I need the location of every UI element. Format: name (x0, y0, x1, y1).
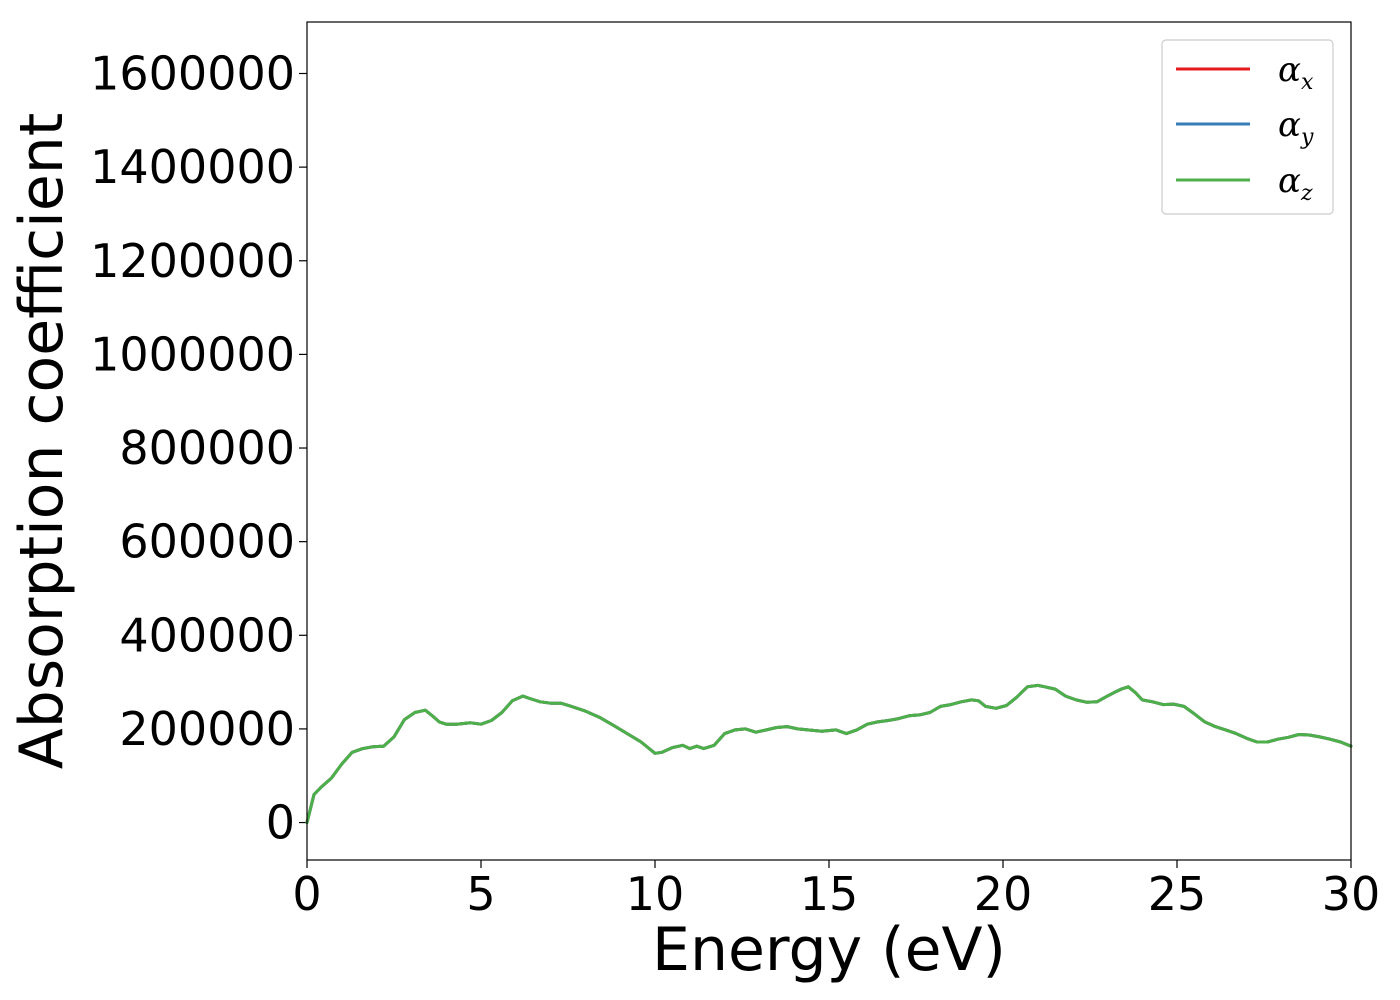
x-tick-label: 20 (974, 867, 1033, 921)
x-axis-ticks: 0 5 10 15 20 25 30 (292, 860, 1380, 921)
x-tick-label: 0 (292, 867, 321, 921)
legend-entry-label: αz (1278, 161, 1313, 206)
plot-frame (306, 21, 1352, 861)
y-tick-label: 200000 (119, 702, 295, 756)
legend: αx αy αz (1161, 39, 1334, 215)
x-tick-label: 15 (800, 867, 859, 921)
y-tick-label: 600000 (119, 515, 295, 569)
legend-box (1161, 39, 1334, 215)
y-tick-label: 0 (266, 796, 295, 850)
legend-entry-label: αy (1278, 105, 1314, 150)
y-tick-label: 1200000 (90, 234, 295, 288)
series-line-3 (305, 683, 1353, 824)
x-tick-label: 5 (466, 867, 495, 921)
y-tick-label: 1000000 (90, 327, 295, 381)
y-axis-ticks: 0 200000 400000 600000 800000 1000000 1200000 1… (90, 46, 307, 850)
y-axis-label: Absorption coefficient (7, 113, 77, 770)
series-lines (305, 683, 1353, 824)
x-axis-label: Energy (eV) (652, 915, 1006, 985)
x-tick-label: 30 (1322, 867, 1381, 921)
x-tick-label: 10 (626, 867, 685, 921)
y-tick-label: 400000 (119, 608, 295, 662)
y-tick-label: 800000 (119, 421, 295, 475)
y-tick-label: 1600000 (90, 46, 295, 100)
x-tick-label: 25 (1148, 867, 1207, 921)
legend-entry-label: αx (1278, 50, 1314, 95)
y-tick-label: 1400000 (90, 140, 295, 194)
